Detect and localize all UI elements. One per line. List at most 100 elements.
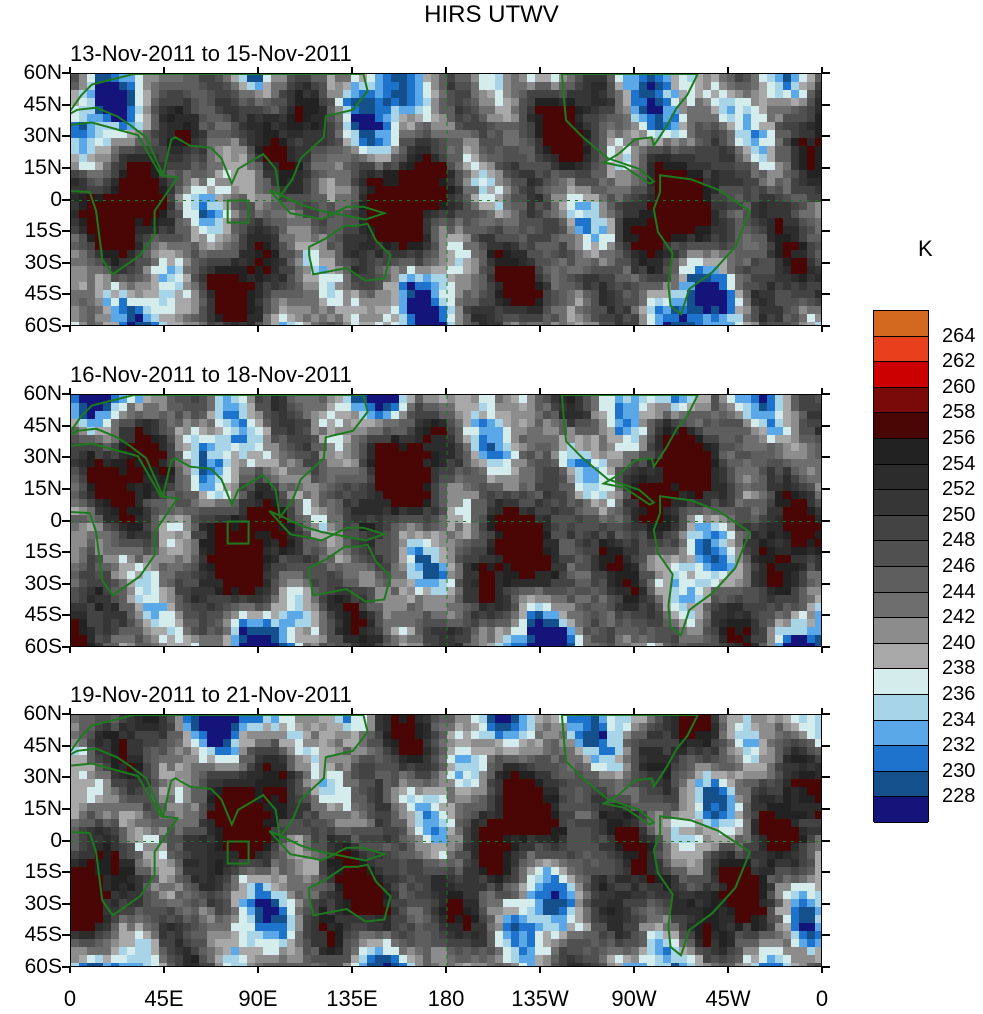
field-cell xyxy=(103,419,112,428)
field-cell xyxy=(143,218,152,227)
field-cell xyxy=(655,82,664,91)
field-cell xyxy=(255,459,264,468)
field-cell xyxy=(255,395,264,404)
field-cell xyxy=(703,82,712,91)
field-cell xyxy=(711,403,720,412)
field-cell xyxy=(431,114,440,123)
field-cell xyxy=(311,419,320,428)
field-cell xyxy=(303,170,312,179)
field-cell xyxy=(591,443,600,452)
field-cell xyxy=(343,403,352,412)
field-cell xyxy=(399,306,408,315)
field-cell xyxy=(655,194,664,203)
field-cell xyxy=(111,258,120,267)
field-cell xyxy=(319,266,328,275)
field-cell xyxy=(423,475,432,484)
field-cell xyxy=(383,306,392,315)
field-cell xyxy=(599,403,608,412)
field-cell xyxy=(607,539,616,548)
field-cell xyxy=(287,218,296,227)
field-cell xyxy=(639,290,648,299)
field-cell xyxy=(431,523,440,532)
field-cell xyxy=(183,290,192,299)
field-cell xyxy=(599,507,608,516)
field-cell xyxy=(311,395,320,404)
field-cell xyxy=(175,290,184,299)
field-cell xyxy=(623,274,632,283)
field-cell xyxy=(471,154,480,163)
field-cell xyxy=(447,154,456,163)
field-cell xyxy=(495,451,504,460)
field-cell xyxy=(327,234,336,243)
field-cell xyxy=(623,459,632,468)
field-cell xyxy=(575,507,584,516)
field-cell xyxy=(111,419,120,428)
field-cell xyxy=(103,82,112,91)
field-cell xyxy=(343,274,352,283)
field-cell xyxy=(303,218,312,227)
field-cell xyxy=(223,314,232,323)
field-cell xyxy=(215,403,224,412)
field-cell xyxy=(119,114,128,123)
field-cell xyxy=(367,106,376,115)
field-cell xyxy=(359,306,368,315)
field-cell xyxy=(415,82,424,91)
field-cell xyxy=(431,403,440,412)
field-cell xyxy=(183,210,192,219)
field-cell xyxy=(743,266,752,275)
field-cell xyxy=(815,218,821,227)
field-cell xyxy=(431,242,440,251)
field-cell xyxy=(791,531,800,540)
field-cell xyxy=(223,467,232,476)
field-cell xyxy=(319,178,328,187)
field-cell xyxy=(407,483,416,492)
field-cell xyxy=(807,539,816,548)
field-cell xyxy=(143,306,152,315)
field-cell xyxy=(815,194,821,203)
field-cell xyxy=(255,242,264,251)
field-cell xyxy=(175,226,184,235)
field-cell xyxy=(751,435,760,444)
field-cell xyxy=(495,146,504,155)
field-cell xyxy=(455,226,464,235)
field-cell xyxy=(439,290,448,299)
field-cell xyxy=(591,435,600,444)
field-cell xyxy=(279,282,288,291)
field-cell xyxy=(111,403,120,412)
field-cell xyxy=(567,427,576,436)
field-cell xyxy=(127,403,136,412)
field-cell xyxy=(543,154,552,163)
field-cell xyxy=(311,531,320,540)
field-cell xyxy=(663,74,672,83)
field-cell xyxy=(335,234,344,243)
field-cell xyxy=(247,250,256,259)
field-cell xyxy=(647,306,656,315)
field-cell xyxy=(143,515,152,524)
field-cell xyxy=(423,451,432,460)
field-cell xyxy=(215,98,224,107)
field-cell xyxy=(311,146,320,155)
field-cell xyxy=(783,515,792,524)
field-cell xyxy=(775,282,784,291)
field-cell xyxy=(311,130,320,139)
field-cell xyxy=(415,491,424,500)
field-cell xyxy=(423,483,432,492)
field-cell xyxy=(279,539,288,548)
field-cell xyxy=(495,210,504,219)
field-cell xyxy=(783,282,792,291)
field-cell xyxy=(303,138,312,147)
field-cell xyxy=(175,186,184,195)
field-cell xyxy=(207,106,216,115)
field-cell xyxy=(543,491,552,500)
field-cell xyxy=(799,186,808,195)
field-cell xyxy=(207,210,216,219)
field-cell xyxy=(447,322,456,325)
field-cell xyxy=(271,507,280,516)
field-cell xyxy=(791,122,800,131)
field-cell xyxy=(743,491,752,500)
field-cell xyxy=(647,258,656,267)
field-cell xyxy=(543,507,552,516)
field-cell xyxy=(671,523,680,532)
field-cell xyxy=(783,491,792,500)
field-cell xyxy=(495,282,504,291)
